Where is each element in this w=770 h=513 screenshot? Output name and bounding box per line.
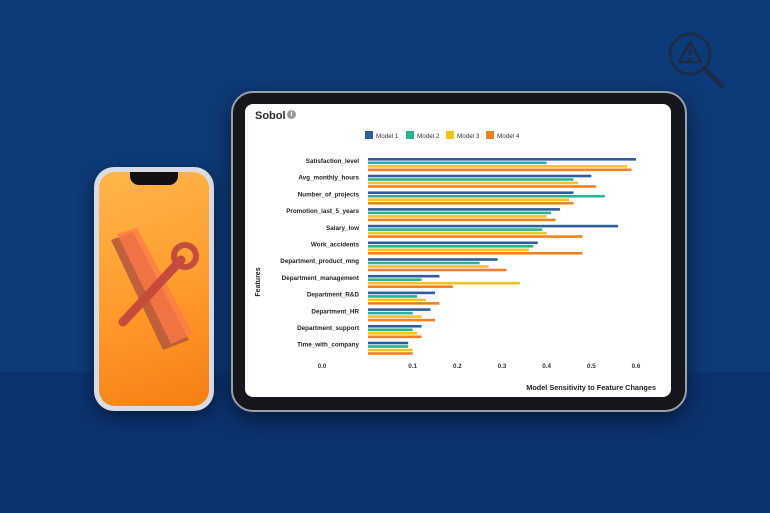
bar-model-4 [368, 185, 596, 188]
bar-model-1 [368, 241, 538, 245]
bar-model-4 [368, 168, 632, 172]
bar-model-1 [368, 208, 561, 211]
bar-model-3 [368, 181, 578, 185]
bar-model-2 [368, 178, 574, 181]
phone-device [94, 167, 214, 411]
chart-panel: Model 1 Model 2 Model 3 Model 4 Features Sati… [245, 104, 671, 397]
legend-label-2: Model 2 [417, 133, 440, 140]
sobol-chart: Model 1 Model 2 Model 3 Model 4 Features Sati… [255, 131, 656, 392]
bar-model-4 [368, 252, 583, 255]
bar-model-1 [368, 258, 498, 261]
bar-model-4 [368, 285, 453, 288]
category-label: Department_HR [311, 308, 359, 315]
bar-model-1 [368, 274, 440, 278]
bar-model-1 [368, 341, 409, 345]
category-label: Salary_low [326, 225, 359, 232]
bar-model-2 [368, 328, 413, 332]
category-label: Department_R&D [307, 292, 360, 299]
bar-model-3 [368, 281, 520, 285]
bar-model-3 [368, 198, 569, 201]
x-tick-label: 0.0 [318, 363, 327, 370]
bar-model-2 [368, 228, 543, 231]
bar-model-4 [368, 318, 435, 322]
bar-model-3 [368, 265, 489, 268]
bar-model-3 [368, 298, 427, 302]
bar-model-3 [368, 248, 529, 252]
category-label: Department_management [282, 275, 360, 282]
tablet-device: Model 1 Model 2 Model 3 Model 4 Features Sati… [231, 91, 687, 412]
info-icon[interactable]: i [287, 110, 296, 119]
legend-swatch-3 [446, 131, 454, 139]
bar-model-3 [368, 165, 628, 168]
legend-label-3: Model 3 [457, 133, 480, 140]
category-label: Department_product_mng [280, 258, 359, 265]
bar-model-2 [368, 345, 409, 348]
bar-model-1 [368, 191, 574, 194]
x-tick-label: 0.1 [408, 363, 417, 370]
bar-model-1 [368, 174, 592, 178]
bar-model-3 [368, 348, 413, 352]
legend-swatch-1 [365, 131, 373, 139]
legend-swatch-4 [486, 131, 494, 139]
x-axis-label: Model Sensitivity to Feature Changes [526, 383, 656, 392]
bar-model-3 [368, 315, 422, 318]
x-tick-label: 0.4 [542, 363, 551, 370]
category-label: Work_accidents [311, 242, 360, 249]
bar-model-1 [368, 308, 431, 311]
bar-model-4 [368, 302, 440, 305]
bar-model-3 [368, 231, 547, 235]
brand-search-warning-icon [668, 32, 725, 89]
y-axis-label: Features [255, 267, 262, 296]
x-tick-label: 0.2 [453, 363, 462, 370]
bar-model-2 [368, 278, 422, 281]
bar-model-4 [368, 335, 422, 339]
bar-model-2 [368, 261, 480, 265]
category-label: Avg_monthly_hours [298, 175, 359, 182]
x-tick-label: 0.6 [632, 363, 641, 370]
legend-label-1: Model 1 [376, 133, 399, 140]
bar-model-4 [368, 268, 507, 272]
bar-model-4 [368, 352, 413, 355]
phone-notch [130, 172, 178, 185]
legend-swatch-2 [406, 131, 414, 139]
bar-model-1 [368, 291, 435, 295]
bar-model-2 [368, 194, 605, 198]
phone-screen [99, 172, 209, 406]
bar-model-4 [368, 235, 583, 238]
bar-model-3 [368, 332, 418, 335]
bar-model-2 [368, 211, 552, 215]
bar-model-2 [368, 161, 547, 165]
category-label: Promotion_last_5_years [286, 208, 359, 215]
category-label: Department_support [297, 325, 360, 332]
bar-model-4 [368, 201, 574, 205]
legend-label-4: Model 4 [497, 133, 520, 140]
category-label: Satisfaction_level [306, 158, 359, 165]
app-logo-icon [111, 228, 199, 350]
bar-model-2 [368, 245, 534, 248]
bar-model-1 [368, 158, 636, 161]
category-label: Time_with_company [297, 342, 359, 349]
bar-model-3 [368, 215, 547, 218]
bar-model-2 [368, 311, 413, 315]
category-label: Number_of_projects [298, 191, 360, 198]
bar-model-4 [368, 218, 556, 222]
chart-title: Sobol [255, 110, 286, 122]
bar-model-1 [368, 325, 422, 328]
bar-model-1 [368, 224, 619, 228]
bar-model-2 [368, 295, 418, 298]
x-tick-label: 0.5 [587, 363, 596, 370]
x-tick-label: 0.3 [498, 363, 507, 370]
